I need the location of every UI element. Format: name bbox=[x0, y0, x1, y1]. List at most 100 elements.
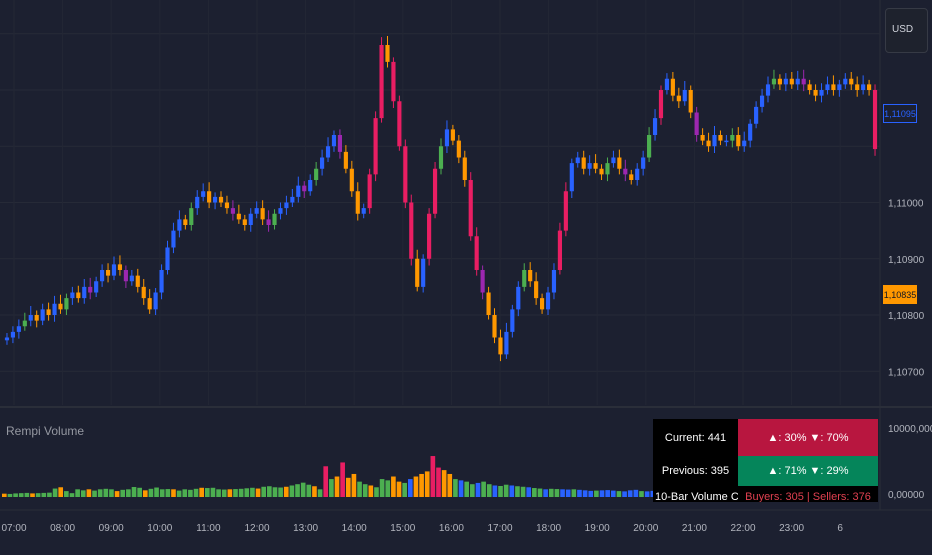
volume-bar bbox=[650, 490, 656, 497]
x-tick-label: 17:00 bbox=[487, 523, 512, 534]
current-volume-cell: Current: 441 bbox=[653, 419, 738, 456]
volume-bar bbox=[526, 487, 532, 497]
candle-body bbox=[349, 168, 354, 192]
candle-body bbox=[52, 303, 57, 315]
candle-body bbox=[486, 292, 491, 315]
volume-bar bbox=[396, 481, 402, 497]
candle-body bbox=[599, 168, 604, 175]
volume-bar bbox=[323, 466, 329, 497]
candle-body bbox=[444, 129, 450, 147]
volume-bar bbox=[532, 488, 537, 497]
volume-bar bbox=[571, 489, 577, 497]
volume-bar bbox=[413, 476, 419, 497]
volume-bar bbox=[312, 486, 317, 497]
volume-bar bbox=[300, 482, 306, 497]
volume-bar bbox=[233, 489, 238, 497]
candle-body bbox=[557, 230, 562, 270]
volume-bar bbox=[362, 484, 368, 497]
volume-bar bbox=[69, 493, 75, 497]
current-split-cell: ▲: 30% ▼: 70% bbox=[738, 419, 878, 456]
candle-body bbox=[248, 213, 253, 225]
volume-bar bbox=[114, 491, 120, 497]
candle-body bbox=[635, 168, 640, 180]
volume-bar bbox=[436, 467, 441, 497]
candle-body bbox=[647, 135, 652, 158]
volume-bar bbox=[2, 493, 7, 497]
volume-bar bbox=[238, 488, 244, 497]
volume-bar bbox=[204, 488, 210, 497]
candle-body bbox=[76, 292, 81, 299]
volume-bar bbox=[543, 489, 548, 497]
volume-bar bbox=[165, 489, 171, 497]
volume-bar bbox=[120, 489, 126, 497]
volume-bar bbox=[554, 489, 560, 497]
volume-bar bbox=[402, 482, 407, 497]
volume-bar bbox=[30, 493, 35, 497]
candle-body bbox=[141, 286, 146, 299]
candle-body bbox=[593, 163, 598, 169]
volume-bar bbox=[560, 489, 565, 497]
candle-body bbox=[355, 191, 360, 214]
candle-body bbox=[427, 213, 432, 259]
candle-body bbox=[789, 78, 794, 85]
candle-body bbox=[278, 208, 283, 214]
volume-bar bbox=[131, 487, 137, 497]
candle-body bbox=[569, 163, 574, 192]
candle-body bbox=[534, 281, 539, 299]
volume-bar bbox=[210, 487, 216, 497]
volume-bar bbox=[447, 473, 453, 497]
volume-bar bbox=[317, 489, 323, 497]
currency-button[interactable]: USD bbox=[885, 8, 928, 53]
volume-bar bbox=[52, 488, 58, 497]
x-tick-label: 14:00 bbox=[342, 523, 367, 534]
candle-body bbox=[783, 78, 788, 85]
candle-body bbox=[545, 292, 551, 310]
candle-body bbox=[177, 219, 182, 231]
candle-body bbox=[736, 135, 741, 147]
candle-body bbox=[82, 286, 87, 299]
candle-body bbox=[623, 168, 628, 175]
volume-bar bbox=[92, 490, 97, 497]
candle-body bbox=[498, 337, 503, 355]
volume-bar bbox=[475, 482, 481, 497]
candle-body bbox=[861, 84, 866, 90]
volume-bar bbox=[47, 492, 52, 497]
volume-bar bbox=[227, 489, 233, 497]
candle-body bbox=[468, 180, 473, 237]
candle-body bbox=[361, 208, 366, 214]
volume-bar bbox=[419, 473, 424, 497]
y-tick-label: 1,10700 bbox=[888, 367, 925, 378]
x-tick-label: 23:00 bbox=[779, 523, 804, 534]
volume-bar bbox=[18, 493, 24, 497]
candle-body bbox=[658, 90, 664, 119]
volume-bar bbox=[599, 490, 605, 497]
candle-body bbox=[748, 123, 753, 141]
x-tick-label: 16:00 bbox=[439, 523, 464, 534]
x-tick-label: 19:00 bbox=[585, 523, 610, 534]
volume-bar bbox=[492, 485, 498, 497]
candle-body bbox=[242, 219, 247, 225]
candle-body bbox=[688, 90, 693, 113]
x-tick-label: 20:00 bbox=[633, 523, 658, 534]
candle-body bbox=[652, 118, 658, 135]
candle-body bbox=[706, 140, 711, 147]
volume-bar bbox=[407, 479, 413, 497]
volume-bar bbox=[188, 489, 193, 497]
x-tick-label: 12:00 bbox=[244, 523, 269, 534]
volume-bar bbox=[7, 493, 13, 497]
volume-bar bbox=[515, 486, 520, 497]
volume-bar bbox=[509, 485, 515, 497]
volume-bar bbox=[86, 489, 92, 497]
candle-body bbox=[872, 90, 878, 150]
volume-bar bbox=[250, 487, 255, 497]
candle-body bbox=[807, 84, 812, 90]
volume-bar bbox=[289, 485, 295, 497]
volume-bar bbox=[464, 481, 470, 497]
candle-body bbox=[724, 140, 729, 143]
volume-bar bbox=[639, 491, 644, 497]
volume-bar bbox=[340, 462, 345, 497]
volume-bar bbox=[154, 487, 159, 497]
candle-body bbox=[325, 146, 331, 158]
